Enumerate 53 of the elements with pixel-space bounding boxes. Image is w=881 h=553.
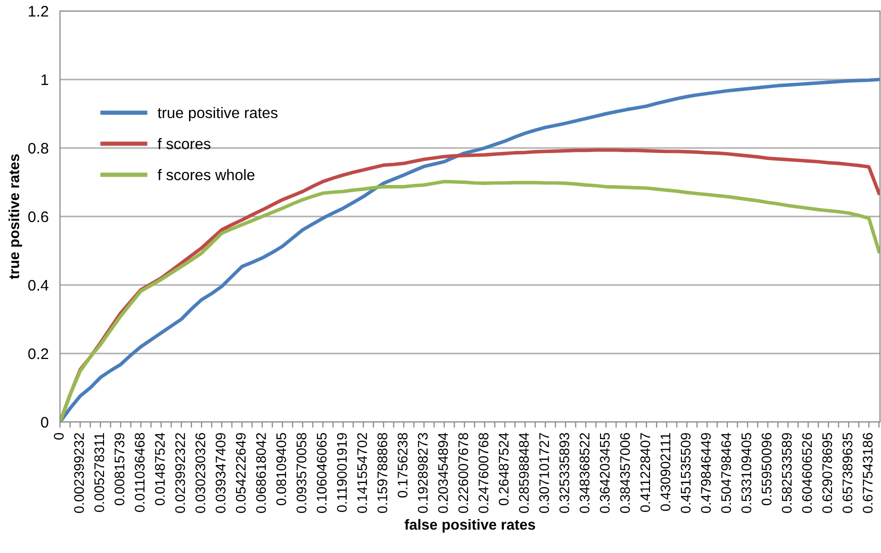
y-tick-label: 0 (40, 416, 48, 428)
x-tick-label: 0.325335893 (559, 433, 570, 513)
x-tick-label: 0.582533589 (782, 433, 792, 513)
x-tick-label: 0.192898273 (418, 433, 428, 513)
legend-label: f scores (158, 138, 210, 150)
x-tick-label: 0.01487524 (155, 432, 165, 506)
y-tick-label: 0.8 (28, 142, 48, 154)
x-tick-label: 0.159788868 (377, 433, 388, 513)
x-tick-label: 0.533109405 (741, 432, 752, 513)
legend-label: true positive rates (158, 106, 278, 122)
y-axis-title: true positive rates (8, 154, 22, 280)
x-tick-label: 0.203454894 (438, 432, 448, 513)
y-tick-label: 0.2 (28, 348, 48, 360)
x-tick-label: 0.1756238 (398, 433, 408, 498)
y-tick-label: 1 (42, 74, 48, 86)
x-tick-label: 0.285988484 (519, 432, 529, 513)
x-tick-label: 0.604606526 (802, 433, 812, 513)
x-tick-label: 0 (54, 432, 64, 440)
x-tick-label: 0.106046065 (316, 432, 327, 513)
x-tick-label: 0.039347409 (216, 433, 226, 513)
x-tick-label: 0.011036468 (134, 433, 145, 512)
x-tick-label: 0.629078695 (822, 432, 832, 513)
x-tick-label: 0.657389635 (842, 432, 852, 513)
x-tick-label: 0.141554702 (357, 433, 368, 513)
x-tick-label: 0.054222649 (236, 433, 246, 513)
y-tick-label: 0.4 (28, 280, 48, 291)
x-tick-label: 0.430902111 (660, 433, 670, 511)
x-tick-label: 0.226007678 (458, 433, 468, 513)
x-tick-label: 0.00815739 (114, 433, 124, 506)
x-tick-label: 0.348368522 (580, 433, 590, 513)
x-tick-label: 0.068618042 (256, 433, 266, 513)
x-tick-label: 0.247600768 (478, 433, 488, 513)
x-tick-label: 0.411228407 (640, 433, 650, 512)
x-tick-label: 0.093570058 (296, 433, 306, 513)
x-axis-title: false positive rates (404, 519, 536, 533)
x-tick-label: 0.26487524 (498, 432, 509, 506)
x-tick-label: 0.55950096 (762, 433, 772, 506)
x-tick-label: 0.504798464 (721, 432, 732, 513)
x-tick-label: 0.479846449 (700, 433, 711, 513)
x-tick-label: 0.364203455 (600, 432, 610, 513)
x-tick-label: 0.119001919 (337, 433, 347, 512)
x-tick-label: 0.307101727 (539, 433, 550, 513)
y-tick-label: 1.2 (28, 6, 48, 17)
x-tick-label: 0.08109405 (276, 432, 286, 506)
x-tick-label: 0.677543186 (862, 433, 873, 513)
legend-label: f scores whole (158, 169, 254, 180)
x-tick-label: 0.384357006 (620, 433, 630, 513)
x-tick-label: 0.023992322 (175, 433, 186, 513)
x-tick-label: 0.002399232 (74, 433, 84, 513)
x-tick-label: 0.030230326 (195, 433, 206, 513)
x-tick-label: 0.451535509 (680, 433, 691, 513)
x-tick-label: 0.005278311 (94, 433, 104, 512)
y-tick-label: 0.6 (28, 211, 48, 222)
